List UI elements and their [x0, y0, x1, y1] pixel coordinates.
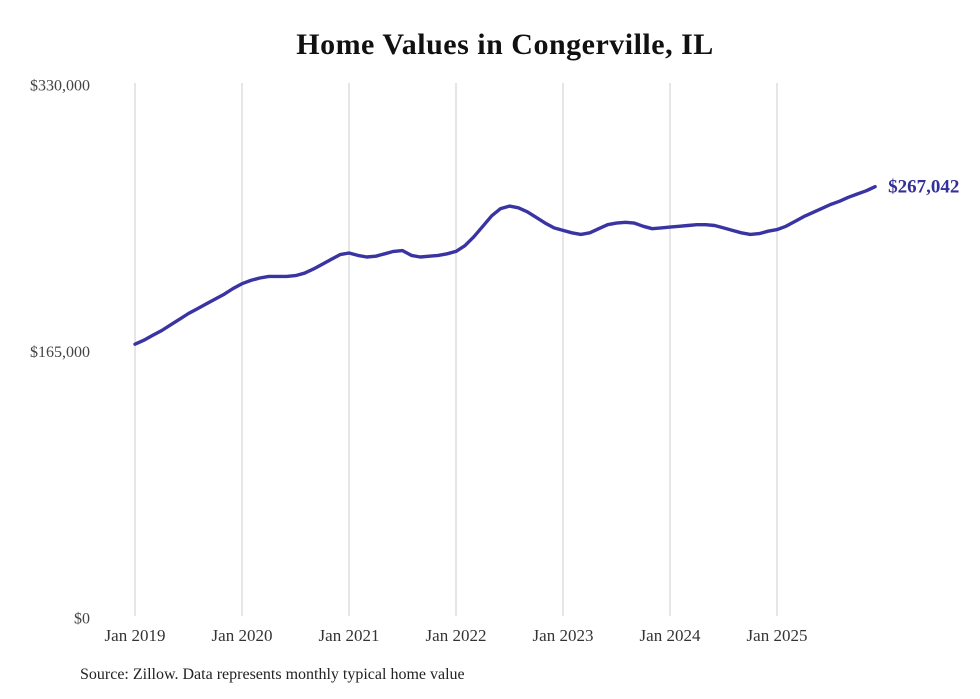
y-tick-label: $165,000: [30, 344, 90, 361]
x-tick-label: Jan 2020: [212, 626, 273, 645]
x-tick-label: Jan 2021: [319, 626, 380, 645]
y-tick-label: $330,000: [30, 78, 90, 95]
source-note: Source: Zillow. Data represents monthly …: [80, 666, 465, 683]
x-tick-label: Jan 2019: [105, 626, 166, 645]
x-tick-label: Jan 2025: [747, 626, 808, 645]
latest-value-label: $267,042: [888, 177, 959, 198]
chart-title: Home Values in Congerville, IL: [296, 28, 714, 61]
y-tick-label: $0: [74, 611, 90, 628]
x-tick-label: Jan 2024: [640, 626, 701, 645]
x-tick-label: Jan 2023: [533, 626, 594, 645]
x-tick-label: Jan 2022: [426, 626, 487, 645]
home-value-line: [133, 185, 877, 346]
